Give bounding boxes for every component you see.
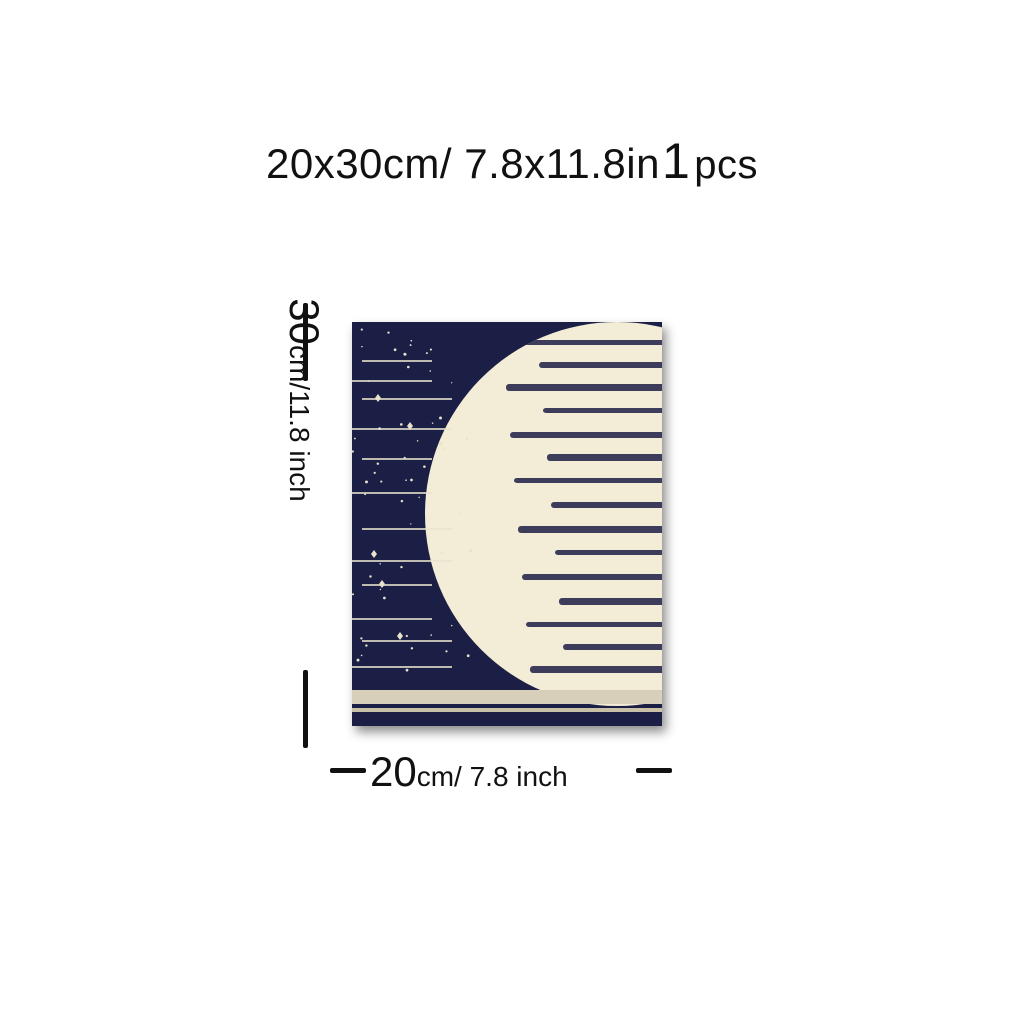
size-headline: 20x30cm/ 7.8x11.8in1 pcs (0, 132, 1024, 190)
moon-painting (352, 322, 662, 726)
ground-band-lower (352, 708, 662, 712)
width-dimension-label: 20cm/ 7.8 inch (370, 748, 568, 796)
horizon-lines (352, 360, 452, 668)
height-dimension-line-bottom (303, 670, 308, 748)
canvas-artwork (352, 322, 662, 726)
height-unit: cm/11.8 inch (284, 345, 315, 502)
width-value: 20 (370, 748, 417, 795)
width-unit: cm/ 7.8 inch (416, 761, 568, 792)
size-text: 20x30cm/ 7.8x11.8in (265, 140, 660, 187)
height-dimension-line-top (303, 303, 308, 381)
quantity-number: 1 (661, 133, 691, 189)
quantity-unit: pcs (694, 143, 759, 187)
width-dimension-line-right (636, 768, 672, 773)
width-dimension-line-left (330, 768, 366, 773)
height-value: 30 (281, 298, 328, 346)
ground-band (352, 690, 662, 704)
moon (425, 322, 662, 706)
